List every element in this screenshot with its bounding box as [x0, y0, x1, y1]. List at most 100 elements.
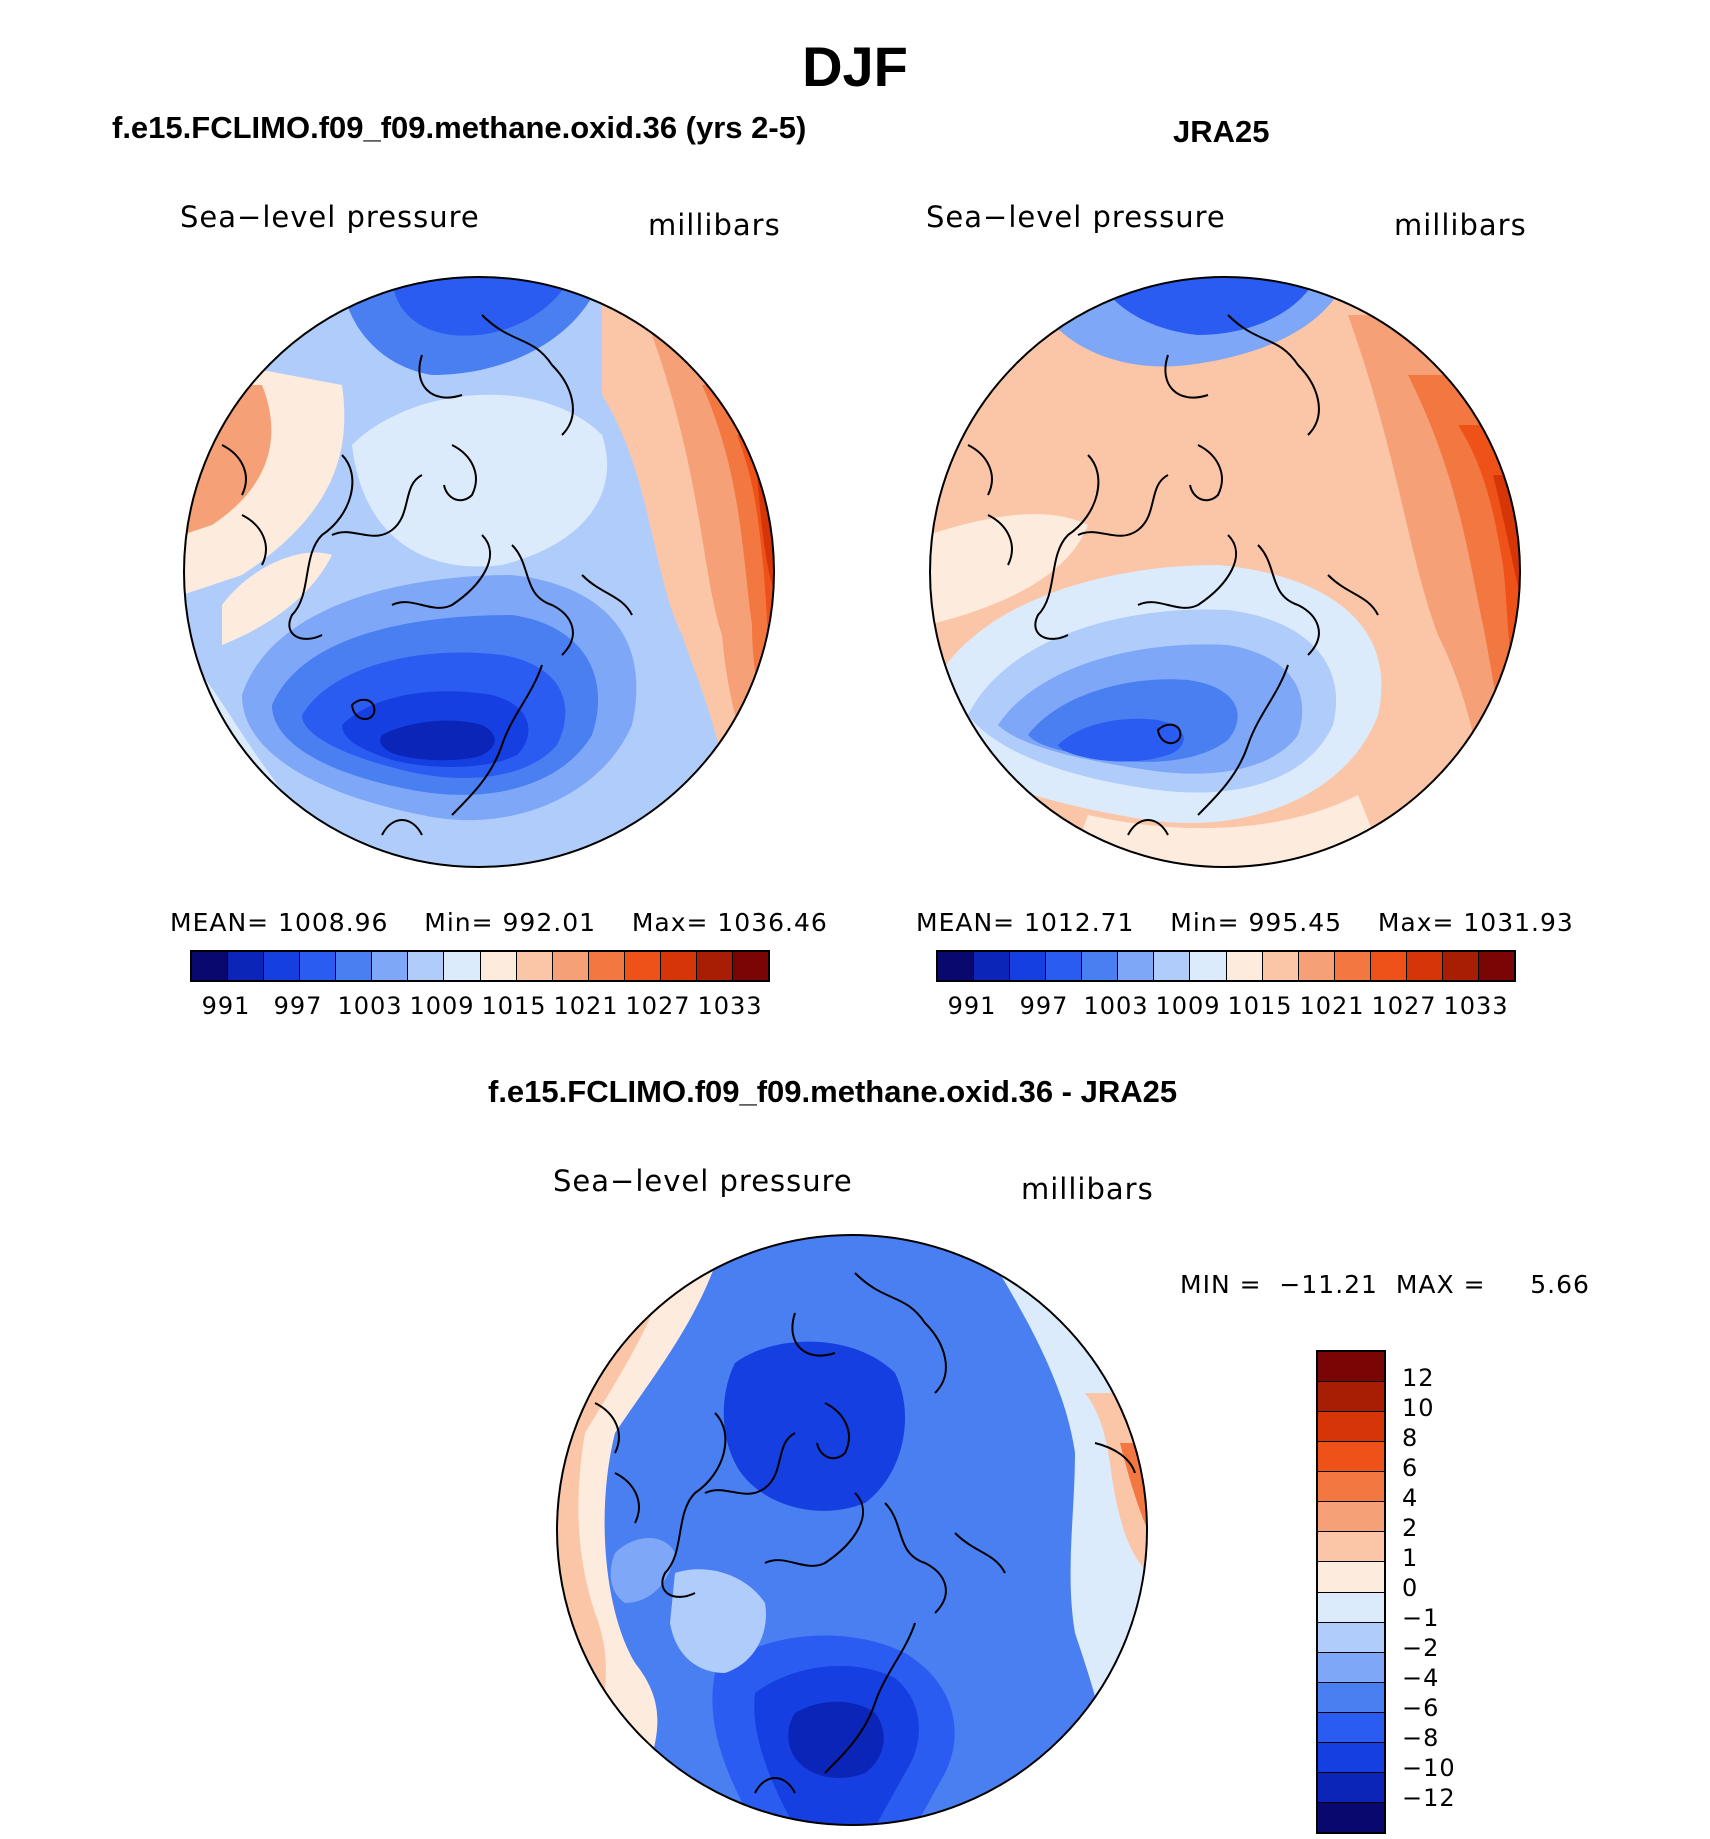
- colorbar-tick-label: −8: [1402, 1724, 1440, 1752]
- colorbar-segment: [974, 952, 1011, 980]
- obs-low-atl-5: [1058, 718, 1184, 762]
- obs-max-value: 1031.93: [1463, 908, 1574, 937]
- model-low-north-2: [392, 277, 572, 336]
- colorbar-segment: [1478, 952, 1514, 980]
- diff-light-left: [610, 1538, 675, 1603]
- colorbar-segment: [1318, 1532, 1384, 1563]
- model-central: [352, 394, 608, 567]
- colorbar-segment: [1318, 1592, 1384, 1623]
- obs-field-label: Sea−level pressure: [926, 200, 1226, 234]
- colorbar-tick-label: 991: [947, 992, 997, 1020]
- colorbar-tick-label: 1003: [337, 992, 403, 1020]
- colorbar-segment: [1318, 1652, 1384, 1683]
- colorbar-tick-label: 1021: [1299, 992, 1365, 1020]
- colorbar-segment: [696, 952, 733, 980]
- colorbar-tick-label: 1027: [625, 992, 691, 1020]
- obs-min-label: Min=: [1170, 908, 1240, 937]
- colorbar-segment: [1118, 952, 1155, 980]
- colorbar-segment: [336, 952, 373, 980]
- model-polar-map: [183, 276, 775, 868]
- model-stats: MEAN= 1008.96 Min= 992.01 Max= 1036.46: [170, 908, 828, 937]
- model-max-label: Max=: [631, 908, 709, 937]
- model-min-label: Min=: [424, 908, 494, 937]
- colorbar-segment: [264, 952, 301, 980]
- colorbar-tick-label: 997: [273, 992, 323, 1020]
- colorbar-segment: [1442, 952, 1479, 980]
- colorbar-segment: [1318, 1352, 1384, 1383]
- obs-west-band: [930, 514, 1088, 625]
- colorbar-tick-label: −12: [1402, 1784, 1456, 1812]
- model-coastlines: [221, 314, 633, 836]
- obs-colorbar: [936, 950, 1516, 982]
- model-greenland-high: [222, 552, 332, 645]
- colorbar-segment: [1318, 1412, 1384, 1443]
- diff-light-greenland: [670, 1569, 766, 1673]
- colorbar-tick-label: 1009: [1155, 992, 1221, 1020]
- colorbar-segment: [1226, 952, 1263, 980]
- colorbar-segment: [480, 952, 517, 980]
- colorbar-tick-label: 1: [1402, 1544, 1419, 1572]
- colorbar-segment: [1298, 952, 1335, 980]
- colorbar-segment: [1318, 1712, 1384, 1743]
- colorbar-tick-label: 1033: [697, 992, 763, 1020]
- colorbar-tick-label: 8: [1402, 1424, 1419, 1452]
- colorbar-segment: [1318, 1682, 1384, 1713]
- colorbar-segment: [300, 952, 337, 980]
- colorbar-tick-label: 4: [1402, 1484, 1419, 1512]
- colorbar-segment: [1010, 952, 1047, 980]
- diff-panel-title: f.e15.FCLIMO.f09_f09.methane.oxid.36 - J…: [488, 1074, 1178, 1109]
- colorbar-segment: [1406, 952, 1443, 980]
- colorbar-segment: [1190, 952, 1227, 980]
- colorbar-segment: [1082, 952, 1119, 980]
- colorbar-segment: [516, 952, 553, 980]
- diff-colorbar: [1316, 1350, 1386, 1834]
- obs-polar-map: [929, 276, 1521, 868]
- colorbar-tick-label: −4: [1402, 1664, 1440, 1692]
- model-low-atl-5: [380, 720, 495, 761]
- diff-polar-map: [556, 1234, 1148, 1826]
- colorbar-tick-label: 1015: [481, 992, 547, 1020]
- model-mean-label: MEAN=: [170, 908, 270, 937]
- colorbar-tick-label: −1: [1402, 1604, 1440, 1632]
- colorbar-segment: [588, 952, 625, 980]
- colorbar-tick-label: 1009: [409, 992, 475, 1020]
- obs-low-north-2: [1098, 277, 1318, 335]
- colorbar-tick-label: 997: [1019, 992, 1069, 1020]
- diff-field-label: Sea−level pressure: [553, 1164, 853, 1198]
- model-field-label: Sea−level pressure: [180, 200, 480, 234]
- diff-units-label: millibars: [1021, 1172, 1154, 1206]
- colorbar-tick-label: 2: [1402, 1514, 1419, 1542]
- obs-panel-title: JRA25: [1173, 114, 1270, 149]
- colorbar-tick-label: −6: [1402, 1694, 1440, 1722]
- model-panel-title: f.e15.FCLIMO.f09_f09.methane.oxid.36 (yr…: [112, 110, 807, 145]
- colorbar-tick-label: 991: [201, 992, 251, 1020]
- obs-min-value: 995.45: [1248, 908, 1343, 937]
- colorbar-tick-label: 12: [1402, 1364, 1435, 1392]
- obs-mean-label: MEAN=: [916, 908, 1016, 937]
- colorbar-tick-label: 6: [1402, 1454, 1419, 1482]
- colorbar-segment: [1318, 1772, 1384, 1803]
- colorbar-segment: [1318, 1742, 1384, 1773]
- colorbar-segment: [938, 952, 975, 980]
- colorbar-segment: [1318, 1502, 1384, 1533]
- colorbar-segment: [1262, 952, 1299, 980]
- colorbar-segment: [408, 952, 445, 980]
- diff-coastlines: [594, 1272, 1136, 1794]
- diff-neg-bottom-3: [788, 1701, 884, 1778]
- colorbar-segment: [732, 952, 768, 980]
- colorbar-segment: [1318, 1622, 1384, 1653]
- colorbar-tick-label: 1021: [553, 992, 619, 1020]
- colorbar-segment: [1318, 1382, 1384, 1413]
- colorbar-tick-label: −10: [1402, 1754, 1456, 1782]
- obs-bottom-band: [1068, 795, 1388, 867]
- model-min-value: 992.01: [502, 908, 597, 937]
- model-colorbar: [190, 950, 770, 982]
- diff-neg-center: [723, 1341, 905, 1511]
- colorbar-segment: [1334, 952, 1371, 980]
- obs-units-label: millibars: [1394, 208, 1527, 242]
- obs-mean-value: 1012.71: [1024, 908, 1135, 937]
- colorbar-segment: [552, 952, 589, 980]
- diff-minmax: MIN = −11.21 MAX = 5.66: [1180, 1270, 1590, 1299]
- colorbar-tick-label: 10: [1402, 1394, 1435, 1422]
- colorbar-tick-label: 1003: [1083, 992, 1149, 1020]
